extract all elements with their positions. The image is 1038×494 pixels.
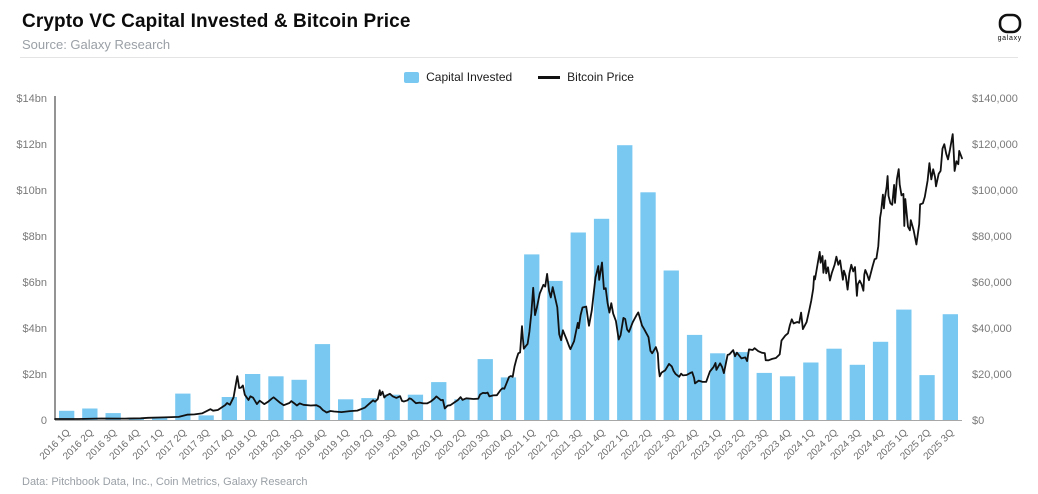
capital-invested-bar	[617, 145, 633, 420]
capital-invested-bar	[291, 379, 307, 421]
capital-invested-bar	[872, 341, 889, 420]
capital-invested-bar	[105, 413, 121, 420]
capital-invested-bar	[59, 410, 75, 420]
chart-plot: $14bn $12bn $10bn $8bn $6bn $4bn $2bn 0 $140,000…	[16, 93, 1018, 462]
capital-invested-bar	[314, 344, 331, 420]
legend-item-capital-invested: Capital Invested	[404, 70, 512, 84]
capital-invested-bar	[803, 362, 819, 420]
left-axis-tick-label: 0	[41, 415, 47, 427]
capital-invested-bar	[849, 364, 865, 420]
left-axis-tick-label: $6bn	[23, 277, 47, 289]
right-axis-tick-label: $20,000	[972, 369, 1012, 381]
right-axis-tick-label: $140,000	[972, 93, 1018, 105]
capital-invested-bar	[221, 397, 237, 420]
capital-invested-bars	[59, 145, 958, 421]
capital-invested-bar	[896, 309, 912, 420]
right-axis-tick-label: $0	[972, 415, 984, 427]
capital-invested-bar	[454, 399, 470, 420]
legend-label-capital-invested: Capital Invested	[426, 70, 513, 84]
left-axis-tick-label: $12bn	[16, 139, 47, 151]
galaxy-logo-icon	[998, 13, 1022, 34]
footer: Data: Pitchbook Data, Inc., Coin Metrics…	[22, 476, 308, 488]
chart-legend: Capital Invested Bitcoin Price	[0, 70, 1038, 84]
capital-invested-bar	[826, 348, 842, 420]
capital-invested-bar	[361, 398, 377, 420]
capital-invested-bar	[500, 377, 517, 420]
capital-invested-bar	[477, 359, 493, 420]
capital-invested-bar	[640, 192, 656, 420]
left-axis-tick-label: $2bn	[23, 369, 47, 381]
capital-invested-bar	[710, 353, 726, 420]
source-subtitle: Source: Galaxy Research	[22, 37, 171, 52]
capital-invested-bar	[384, 394, 400, 420]
capital-invested-bar	[431, 382, 447, 420]
capital-invested-bar	[593, 218, 610, 421]
bitcoin-price-swatch-icon	[538, 75, 561, 79]
capital-invested-bar	[779, 376, 796, 420]
header: Crypto VC Capital Invested & Bitcoin Pri…	[0, 0, 1038, 57]
header-divider	[20, 57, 1018, 58]
right-axis-tick-label: $80,000	[972, 231, 1012, 243]
capital-invested-bar	[175, 393, 191, 420]
right-axis-tick-label: $40,000	[972, 323, 1012, 335]
capital-invested-bar	[663, 270, 679, 420]
capital-invested-bar	[756, 372, 772, 420]
galaxy-logo: galaxy	[998, 13, 1022, 42]
capital-invested-swatch-icon	[404, 71, 420, 83]
page-title: Crypto VC Capital Invested & Bitcoin Pri…	[22, 11, 411, 32]
legend-label-bitcoin-price: Bitcoin Price	[567, 70, 634, 84]
galaxy-logo-text: galaxy	[997, 35, 1022, 42]
legend-item-bitcoin-price: Bitcoin Price	[538, 70, 634, 84]
capital-invested-bar	[733, 352, 749, 420]
right-axis-tick-label: $60,000	[972, 277, 1012, 289]
left-axis-tick-label: $14bn	[16, 93, 47, 105]
right-axis-tick-label: $100,000	[972, 185, 1018, 197]
left-axis-tick-label: $4bn	[23, 323, 47, 335]
capital-invested-bar	[82, 408, 98, 420]
left-axis-tick-label: $10bn	[16, 185, 47, 197]
capital-invested-bar	[547, 280, 563, 420]
capital-invested-bar	[152, 417, 168, 420]
left-axis-tick-label: $8bn	[23, 231, 47, 243]
capital-invested-bar	[338, 399, 354, 420]
capital-invested-bar	[407, 394, 424, 420]
data-attribution: Data: Pitchbook Data, Inc., Coin Metrics…	[22, 476, 308, 488]
bitcoin-price-line	[54, 133, 963, 420]
capital-invested-bar	[524, 254, 540, 420]
capital-invested-bar	[942, 314, 958, 420]
capital-invested-bar	[919, 375, 935, 420]
header-titles: Crypto VC Capital Invested & Bitcoin Pri…	[22, 11, 411, 52]
right-axis-tick-label: $120,000	[972, 139, 1018, 151]
capital-invested-bar	[198, 415, 214, 420]
